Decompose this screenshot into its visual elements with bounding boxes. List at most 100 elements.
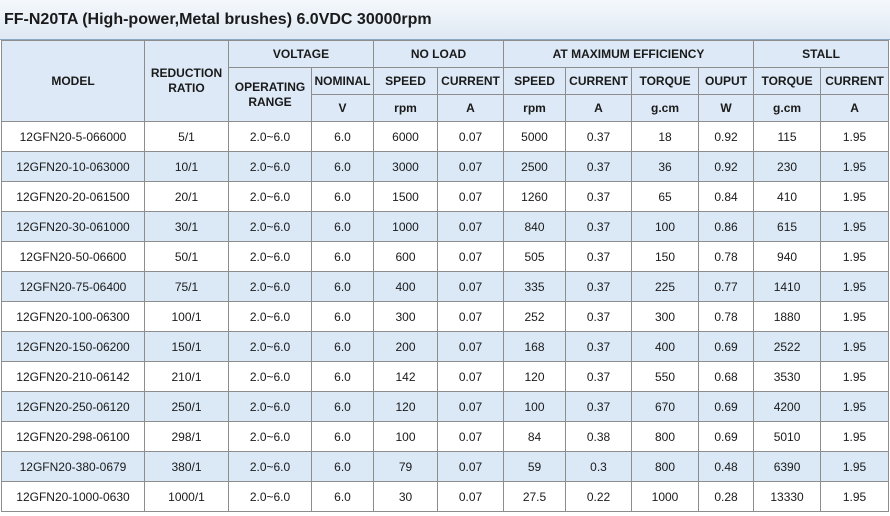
col-header-model: MODEL xyxy=(1,40,145,122)
cell-nominal: 6.0 xyxy=(310,451,375,482)
cell-me-torque: 670 xyxy=(631,391,700,422)
unit-st-current: A xyxy=(820,94,890,122)
cell-ratio: 298/1 xyxy=(144,421,229,452)
cell-nl-current: 0.07 xyxy=(437,181,505,212)
cell-nl-current: 0.07 xyxy=(437,361,505,392)
cell-st-torque: 5010 xyxy=(753,421,822,452)
cell-nominal: 6.0 xyxy=(310,481,375,512)
cell-model: 12GFN20-10-063000 xyxy=(1,151,145,182)
cell-me-speed: 1260 xyxy=(503,181,567,212)
cell-st-current: 1.95 xyxy=(820,331,890,362)
cell-operating-range: 2.0~6.0 xyxy=(228,241,312,272)
cell-me-speed: 335 xyxy=(503,271,567,302)
col-header-nominal: NOMINAL xyxy=(310,67,375,95)
table-row: 12GFN20-210-06142 210/1 2.0~6.0 6.0 142 0.07 1… xyxy=(1,361,890,392)
cell-nl-speed: 1500 xyxy=(373,181,439,212)
table-row: 12GFN20-5-066000 5/1 2.0~6.0 6.0 6000 0.07 500… xyxy=(1,121,890,152)
cell-nl-current: 0.07 xyxy=(437,331,505,362)
cell-model: 12GFN20-298-06100 xyxy=(1,421,145,452)
cell-ratio: 1000/1 xyxy=(144,481,229,512)
cell-me-torque: 36 xyxy=(631,151,700,182)
table-row: 12GFN20-380-0679 380/1 2.0~6.0 6.0 79 0.07 59 0… xyxy=(1,451,890,482)
cell-st-torque: 410 xyxy=(753,181,822,212)
unit-me-torque: g.cm xyxy=(631,94,700,122)
table-row: 12GFN20-30-061000 30/1 2.0~6.0 6.0 1000 0.07 8… xyxy=(1,211,890,242)
cell-nominal: 6.0 xyxy=(310,181,375,212)
cell-st-current: 1.95 xyxy=(820,391,890,422)
col-header-st-torque: TORQUE xyxy=(753,67,822,95)
cell-me-speed: 27.5 xyxy=(503,481,567,512)
table-row: 12GFN20-250-06120 250/1 2.0~6.0 6.0 120 0.07 1… xyxy=(1,391,890,422)
col-header-nl-speed: SPEED xyxy=(373,67,439,95)
unit-nominal: V xyxy=(310,94,375,122)
unit-me-output: W xyxy=(698,94,755,122)
col-header-me-speed: SPEED xyxy=(503,67,567,95)
cell-model: 12GFN20-250-06120 xyxy=(1,391,145,422)
cell-me-current: 0.37 xyxy=(565,331,633,362)
unit-st-torque: g.cm xyxy=(753,94,822,122)
cell-me-speed: 120 xyxy=(503,361,567,392)
cell-ratio: 20/1 xyxy=(144,181,229,212)
cell-st-current: 1.95 xyxy=(820,211,890,242)
cell-me-output: 0.28 xyxy=(698,481,755,512)
cell-me-torque: 550 xyxy=(631,361,700,392)
group-header-voltage: VOLTAGE xyxy=(227,40,375,68)
table-header: MODEL REDUCTION RATIO VOLTAGE NO LOAD AT… xyxy=(1,40,890,122)
cell-me-current: 0.37 xyxy=(565,241,633,272)
cell-ratio: 250/1 xyxy=(144,391,229,422)
cell-nl-current: 0.07 xyxy=(437,421,505,452)
cell-me-torque: 800 xyxy=(631,421,700,452)
cell-nl-speed: 6000 xyxy=(373,121,439,152)
col-header-me-torque: TORQUE xyxy=(631,67,700,95)
cell-me-torque: 300 xyxy=(631,301,700,332)
group-header-no-load: NO LOAD xyxy=(373,40,505,68)
cell-st-current: 1.95 xyxy=(820,271,890,302)
cell-st-torque: 940 xyxy=(753,241,822,272)
cell-me-speed: 84 xyxy=(503,421,567,452)
page-title: FF-N20TA (High-power,Metal brushes) 6.0V… xyxy=(0,0,890,40)
cell-me-speed: 100 xyxy=(503,391,567,422)
unit-me-speed: rpm xyxy=(503,94,567,122)
unit-me-current: A xyxy=(565,94,633,122)
cell-nominal: 6.0 xyxy=(310,241,375,272)
col-header-me-current: CURRENT xyxy=(565,67,633,95)
cell-ratio: 50/1 xyxy=(144,241,229,272)
cell-operating-range: 2.0~6.0 xyxy=(228,121,312,152)
cell-nl-speed: 100 xyxy=(373,421,439,452)
cell-nl-speed: 142 xyxy=(373,361,439,392)
cell-st-current: 1.95 xyxy=(820,301,890,332)
table-row: 12GFN20-100-06300 100/1 2.0~6.0 6.0 300 0.07 2… xyxy=(1,301,890,332)
cell-ratio: 10/1 xyxy=(144,151,229,182)
cell-operating-range: 2.0~6.0 xyxy=(228,271,312,302)
cell-operating-range: 2.0~6.0 xyxy=(228,301,312,332)
cell-operating-range: 2.0~6.0 xyxy=(228,451,312,482)
cell-me-output: 0.69 xyxy=(698,421,755,452)
cell-nl-current: 0.07 xyxy=(437,391,505,422)
cell-ratio: 210/1 xyxy=(144,361,229,392)
cell-ratio: 150/1 xyxy=(144,331,229,362)
cell-model: 12GFN20-210-06142 xyxy=(1,361,145,392)
table-row: 12GFN20-1000-0630 1000/1 2.0~6.0 6.0 30 0.07 2… xyxy=(1,481,890,512)
cell-nl-speed: 200 xyxy=(373,331,439,362)
cell-me-output: 0.86 xyxy=(698,211,755,242)
cell-model: 12GFN20-1000-0630 xyxy=(1,481,145,512)
cell-st-current: 1.95 xyxy=(820,421,890,452)
cell-me-current: 0.37 xyxy=(565,211,633,242)
cell-model: 12GFN20-50-06600 xyxy=(1,241,145,272)
cell-nominal: 6.0 xyxy=(310,211,375,242)
cell-nominal: 6.0 xyxy=(310,151,375,182)
cell-me-output: 0.77 xyxy=(698,271,755,302)
cell-operating-range: 2.0~6.0 xyxy=(228,391,312,422)
cell-operating-range: 2.0~6.0 xyxy=(228,361,312,392)
cell-model: 12GFN20-75-06400 xyxy=(1,271,145,302)
cell-st-torque: 1880 xyxy=(753,301,822,332)
cell-me-speed: 2500 xyxy=(503,151,567,182)
group-header-stall: STALL xyxy=(753,40,890,68)
cell-nl-speed: 1000 xyxy=(373,211,439,242)
cell-me-output: 0.78 xyxy=(698,241,755,272)
cell-st-torque: 615 xyxy=(753,211,822,242)
cell-nominal: 6.0 xyxy=(310,331,375,362)
cell-me-current: 0.37 xyxy=(565,391,633,422)
cell-me-speed: 252 xyxy=(503,301,567,332)
